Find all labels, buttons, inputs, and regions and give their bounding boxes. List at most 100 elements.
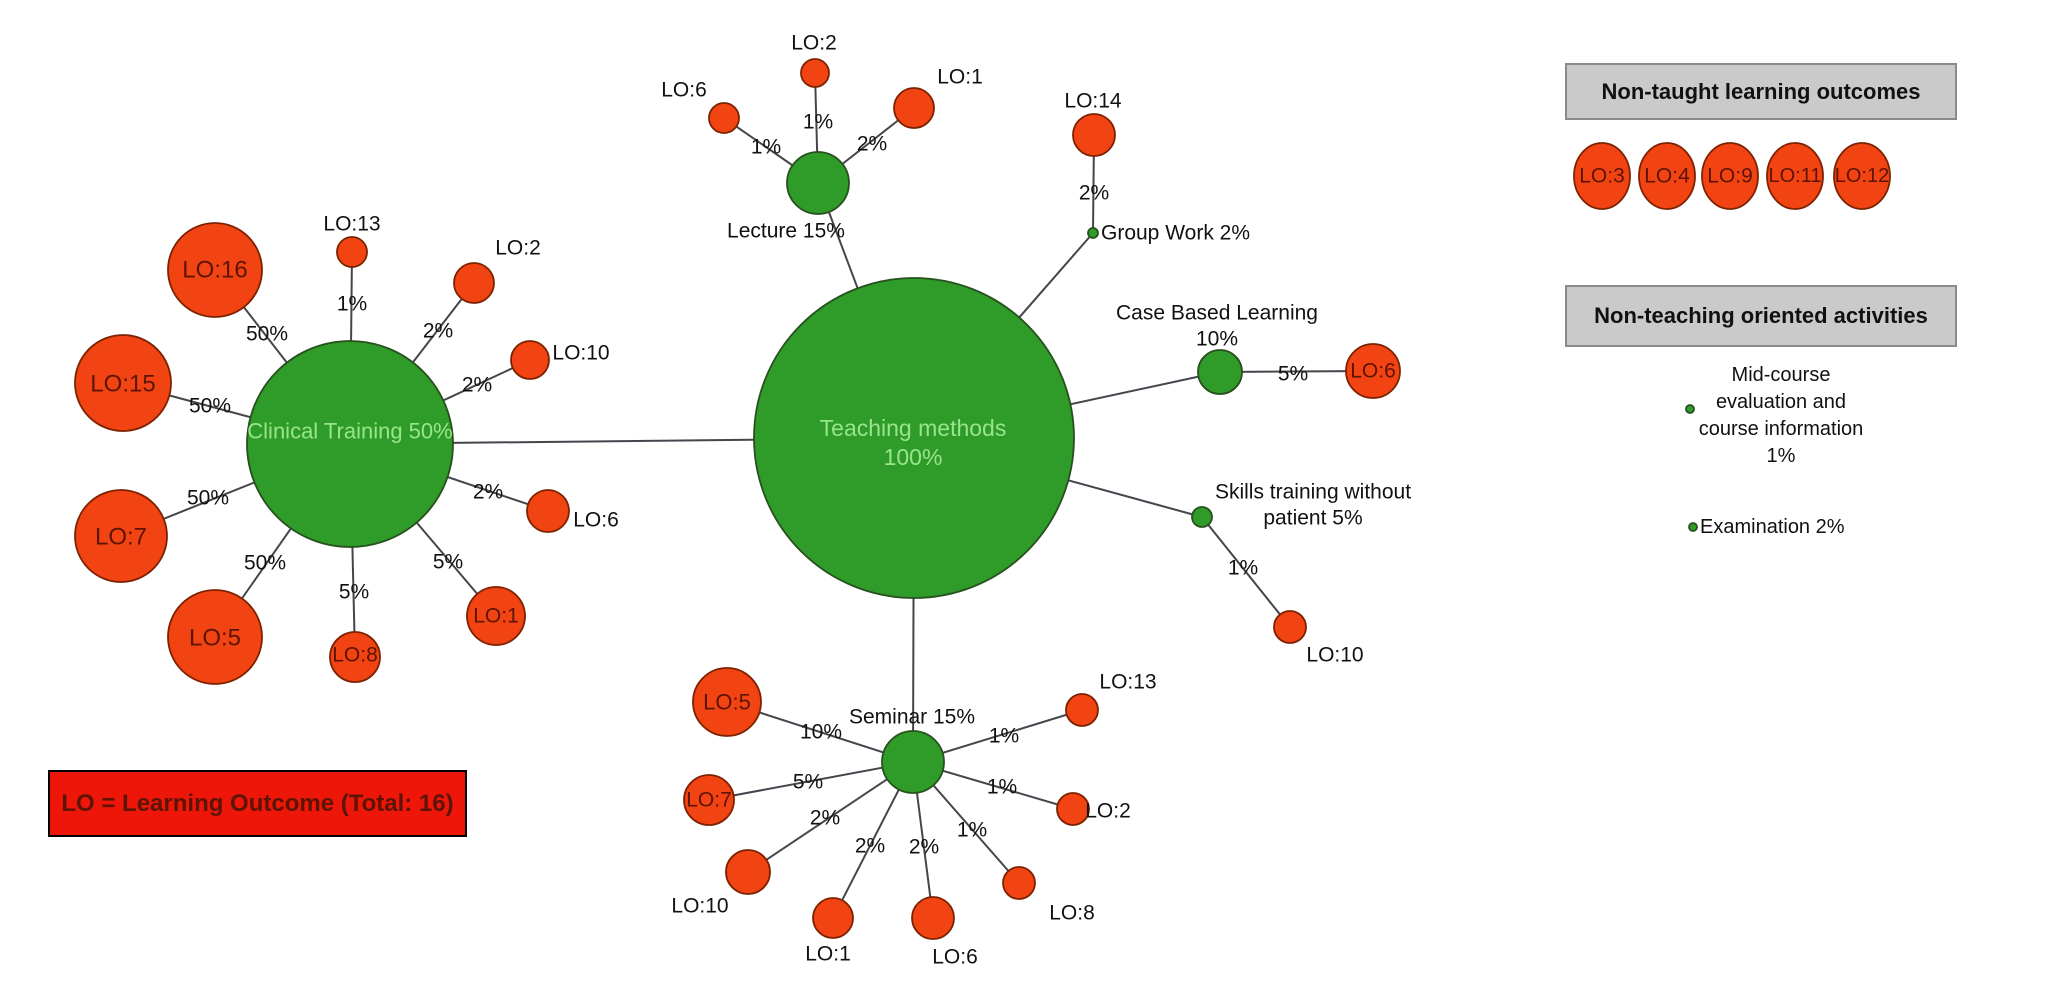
non-taught-panel: Non-taught learning outcomes [1565,63,1957,120]
edge-weight-label: 2% [462,374,492,397]
edge-line [1201,516,1291,628]
node-lecture-lo6 [708,102,740,134]
edge-weight-label: 2% [473,481,503,504]
node-mid-course-dot [1685,404,1695,414]
lecture-label: Lecture 15% [727,220,845,243]
clinical-lo6-label: LO:6 [573,509,619,532]
node-nontaught-lo3 [1573,142,1631,210]
edge-weight-label: 5% [433,551,463,574]
skills-training-dot-label: Skills training without [1215,481,1411,504]
edge-weight-label: 1% [337,293,367,316]
clinical-lo5-label: LO:5 [189,625,241,652]
node-clinical-lo6 [526,489,570,533]
edge-weight-label: 1% [989,725,1019,748]
edge-weight-label: 50% [187,487,229,510]
edge-weight-label: 1% [751,136,781,159]
edge-weight-label: 1% [987,776,1017,799]
teaching-methods-label: Teaching methods [820,415,1007,441]
node-seminar-lo6 [911,896,955,940]
node-clinical-lo13 [336,236,368,268]
group-work-dot-label: Group Work 2% [1101,222,1250,245]
node-seminar-lo1 [812,897,854,939]
clinical-lo10-label: LO:10 [552,342,609,365]
skills-training-dot-label: patient 5% [1263,507,1362,530]
edge-line [708,761,914,801]
skills-lo10-label: LO:10 [1306,644,1363,667]
legend-text: LO = Learning Outcome (Total: 16) [61,789,454,817]
node-seminar [881,730,945,794]
edge-weight-label: 2% [423,320,453,343]
mid-course-line-3: course information [1698,418,1864,440]
node-layer [74,58,1891,940]
seminar-lo7-label: LO:7 [686,789,732,812]
non-teaching-panel-title: Non-teaching oriented activities [1594,303,1928,328]
examination-note: Examination 2% [1700,516,1845,538]
teaching-methods-label: 100% [884,444,943,470]
clinical-lo1-label: LO:1 [473,605,519,628]
non-teaching-panel: Non-teaching oriented activities [1565,285,1957,347]
nontaught-lo11-label: LO:11 [1769,165,1822,187]
node-clinical-lo7 [74,489,168,583]
node-groupwork-lo14 [1072,113,1116,157]
seminar-lo13-label: LO:13 [1099,671,1156,694]
seminar-lo8-label: LO:8 [1049,902,1095,925]
node-nontaught-lo11 [1766,142,1824,210]
seminar-lo1-label: LO:1 [805,943,851,966]
node-examination-dot [1688,522,1698,532]
mid-course-note: Mid-course evaluation and course informa… [1656,362,1906,470]
edge-weight-label: 1% [1228,557,1258,580]
mid-course-line-4: 1% [1766,445,1796,467]
nontaught-lo9-label: LO:9 [1707,165,1753,188]
node-nontaught-lo12 [1833,142,1891,210]
node-clinical-lo5 [167,589,263,685]
nontaught-lo4-label: LO:4 [1644,165,1690,188]
edge-weight-label: 50% [189,395,231,418]
nontaught-lo3-label: LO:3 [1579,165,1625,188]
clinical-lo16-label: LO:16 [182,257,247,284]
edge-weight-label: 10% [800,721,842,744]
edge-weight-label: 50% [244,552,286,575]
edge-weight-label: 5% [1278,363,1308,386]
edge-weight-label: 1% [957,819,987,842]
node-clinical-lo2 [453,262,495,304]
edge-weight-label: 5% [793,771,823,794]
node-clinical-lo8 [329,631,381,683]
node-teaching-methods [753,277,1075,599]
clinical-lo2-label: LO:2 [495,237,541,260]
clinical-lo7-label: LO:7 [95,524,147,551]
node-skills-training-dot [1191,506,1213,528]
seminar-label: Seminar 15% [849,706,975,729]
groupwork-lo14-label: LO:14 [1064,90,1122,113]
edge-weight-label: 2% [1079,182,1109,205]
node-seminar-lo8 [1002,866,1036,900]
edge-weight-label: 2% [810,807,840,830]
node-seminar-lo7 [683,774,735,826]
node-clinical-lo1 [466,586,526,646]
seminar-lo2-label: LO:2 [1085,800,1131,823]
node-clinical-training [246,340,454,548]
node-clinical-lo10 [510,340,550,380]
node-skills-lo10 [1273,610,1307,644]
seminar-lo10-label: LO:10 [671,895,728,918]
edge-label-layer: 50%1%2%2%50%50%50%5%5%2%1%1%2%2%5%1%10%5… [187,111,1308,859]
edge-weight-label: 2% [855,835,885,858]
legend-box: LO = Learning Outcome (Total: 16) [48,770,467,837]
seminar-lo6-label: LO:6 [932,946,978,969]
edge-weight-label: 50% [246,323,288,346]
node-group-work-dot [1087,227,1099,239]
node-seminar-lo5 [692,667,762,737]
mid-course-line-1: Mid-course [1731,364,1831,386]
node-seminar-lo10 [725,849,771,895]
clinical-lo13-label: LO:13 [323,213,380,236]
node-clinical-lo16 [167,222,263,318]
node-label-layer: Teaching methods 100% Clinical Training 50… [90,32,1889,969]
node-nontaught-lo4 [1638,142,1696,210]
node-nontaught-lo9 [1701,142,1759,210]
node-lecture [786,151,850,215]
node-cbl-lo6 [1345,343,1401,399]
node-case-based-learning [1197,349,1243,395]
case-based-learning-label: 10% [1196,328,1238,351]
clinical-lo15-label: LO:15 [90,371,155,398]
node-clinical-lo15 [74,334,172,432]
